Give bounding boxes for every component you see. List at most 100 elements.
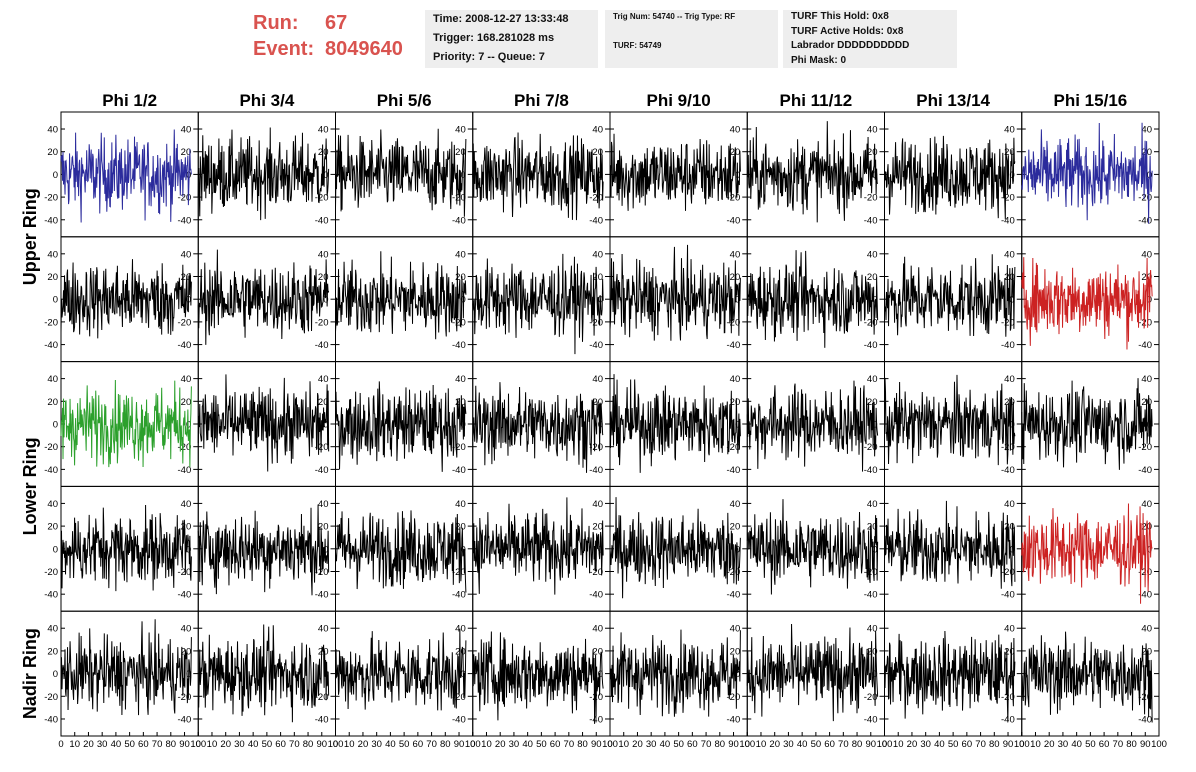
y-tick-label: -40 — [315, 215, 329, 226]
x-tick-label: 80 — [1126, 739, 1137, 750]
y-tick-label: -20 — [178, 567, 192, 578]
y-tick-label: 20 — [181, 272, 192, 283]
x-tick-label: 50 — [536, 739, 547, 750]
y-tick-label: -40 — [452, 465, 466, 476]
x-tick-label: 70 — [152, 739, 163, 750]
y-tick-label: -20 — [589, 317, 603, 328]
waveform-trace — [1021, 378, 1153, 470]
y-tick-label: -40 — [44, 340, 58, 351]
waveform-trace — [198, 624, 330, 723]
y-tick-label: -40 — [452, 340, 466, 351]
x-tick-label: 40 — [1071, 739, 1082, 750]
y-tick-label: 40 — [47, 249, 58, 260]
x-tick-label: 40 — [934, 739, 945, 750]
x-tick-label: 30 — [1058, 739, 1069, 750]
x-tick-label: 40 — [111, 739, 122, 750]
waveform-trace — [60, 129, 192, 223]
x-tick-label: 100 — [1151, 739, 1167, 750]
run-event-block: Run: 67 Event: 8049640 — [253, 10, 403, 62]
y-tick-label: -20 — [589, 567, 603, 578]
waveform-trace — [60, 259, 192, 339]
y-tick-label: 20 — [47, 646, 58, 657]
y-tick-label: -40 — [864, 215, 878, 226]
y-tick-label: 40 — [181, 624, 192, 635]
x-tick-label: 100 — [1014, 739, 1030, 750]
y-tick-label: 40 — [1141, 125, 1152, 136]
x-tick-label: 10 — [756, 739, 767, 750]
waveform-trace — [884, 500, 1016, 589]
y-tick-label: -20 — [44, 442, 58, 453]
turf-this-hold-line: TURF This Hold: 0x8 — [791, 11, 889, 22]
x-tick-label: 10 — [69, 739, 80, 750]
trig-num-info-box: Trig Num: 54740 -- Trig Type: RF TURF: 5… — [605, 10, 778, 68]
y-tick-label: -40 — [44, 714, 58, 725]
x-tick-label: 0 — [745, 739, 750, 750]
waveform-trace — [609, 244, 741, 341]
y-tick-label: 40 — [592, 624, 603, 635]
y-tick-label: 0 — [323, 170, 328, 181]
x-tick-label: 30 — [920, 739, 931, 750]
y-tick-label: 20 — [1004, 522, 1015, 533]
y-tick-label: -40 — [1138, 340, 1152, 351]
x-tick-label: 40 — [522, 739, 533, 750]
trig-num-line: Trig Num: 54740 -- Trig Type: RF — [613, 12, 736, 21]
x-tick-label: 60 — [1099, 739, 1110, 750]
x-tick-label: 90 — [728, 739, 739, 750]
y-tick-label: -40 — [589, 215, 603, 226]
y-tick-label: -40 — [589, 465, 603, 476]
y-tick-label: 40 — [1004, 125, 1015, 136]
y-tick-label: 40 — [318, 125, 329, 136]
y-tick-label: -20 — [589, 442, 603, 453]
waveform-trace — [335, 628, 467, 711]
turf-line: TURF: 54749 — [613, 41, 662, 50]
x-tick-label: 40 — [385, 739, 396, 750]
waveform-trace — [609, 374, 741, 473]
x-tick-label: 60 — [962, 739, 973, 750]
waveform-trace — [1021, 122, 1153, 224]
y-tick-label: -20 — [727, 193, 741, 204]
y-tick-label: 40 — [455, 249, 466, 260]
y-tick-label: -20 — [452, 692, 466, 703]
y-tick-label: -40 — [864, 340, 878, 351]
y-tick-label: -20 — [44, 317, 58, 328]
waveform-trace — [335, 128, 467, 217]
waveform-trace — [609, 629, 741, 717]
x-tick-label: 50 — [1085, 739, 1096, 750]
y-tick-label: 40 — [730, 624, 741, 635]
y-tick-label: 20 — [455, 272, 466, 283]
y-tick-label: -20 — [178, 442, 192, 453]
y-tick-label: 20 — [318, 272, 329, 283]
x-tick-label: 30 — [234, 739, 245, 750]
waveform-trace — [884, 374, 1016, 466]
y-tick-label: -20 — [864, 193, 878, 204]
y-tick-label: -40 — [1138, 590, 1152, 601]
y-tick-label: -20 — [452, 442, 466, 453]
y-tick-label: 20 — [47, 522, 58, 533]
waveform-trace — [335, 510, 467, 593]
y-tick-label: 20 — [867, 147, 878, 158]
y-tick-label: 20 — [867, 272, 878, 283]
y-tick-label: 20 — [181, 147, 192, 158]
y-tick-label: 40 — [867, 374, 878, 385]
x-tick-label: 0 — [607, 739, 612, 750]
y-tick-label: 40 — [730, 125, 741, 136]
y-tick-label: -20 — [315, 692, 329, 703]
x-tick-label: 90 — [1140, 739, 1151, 750]
y-tick-label: 40 — [1141, 249, 1152, 260]
waveform-trace — [746, 250, 879, 348]
y-tick-label: 20 — [867, 397, 878, 408]
x-tick-label: 20 — [632, 739, 643, 750]
x-tick-label: 60 — [275, 739, 286, 750]
x-tick-label: 70 — [975, 739, 986, 750]
x-tick-label: 90 — [591, 739, 602, 750]
event-header: Run: 67 Event: 8049640 Time: 2008-12-27 13… — [0, 0, 1196, 80]
x-tick-label: 60 — [138, 739, 149, 750]
y-tick-label: 40 — [592, 374, 603, 385]
y-tick-label: 40 — [730, 374, 741, 385]
y-tick-label: 40 — [1004, 249, 1015, 260]
x-tick-label: 70 — [564, 739, 575, 750]
x-tick-label: 0 — [333, 739, 338, 750]
y-tick-label: 40 — [181, 249, 192, 260]
y-tick-label: 40 — [592, 125, 603, 136]
x-tick-label: 80 — [989, 739, 1000, 750]
